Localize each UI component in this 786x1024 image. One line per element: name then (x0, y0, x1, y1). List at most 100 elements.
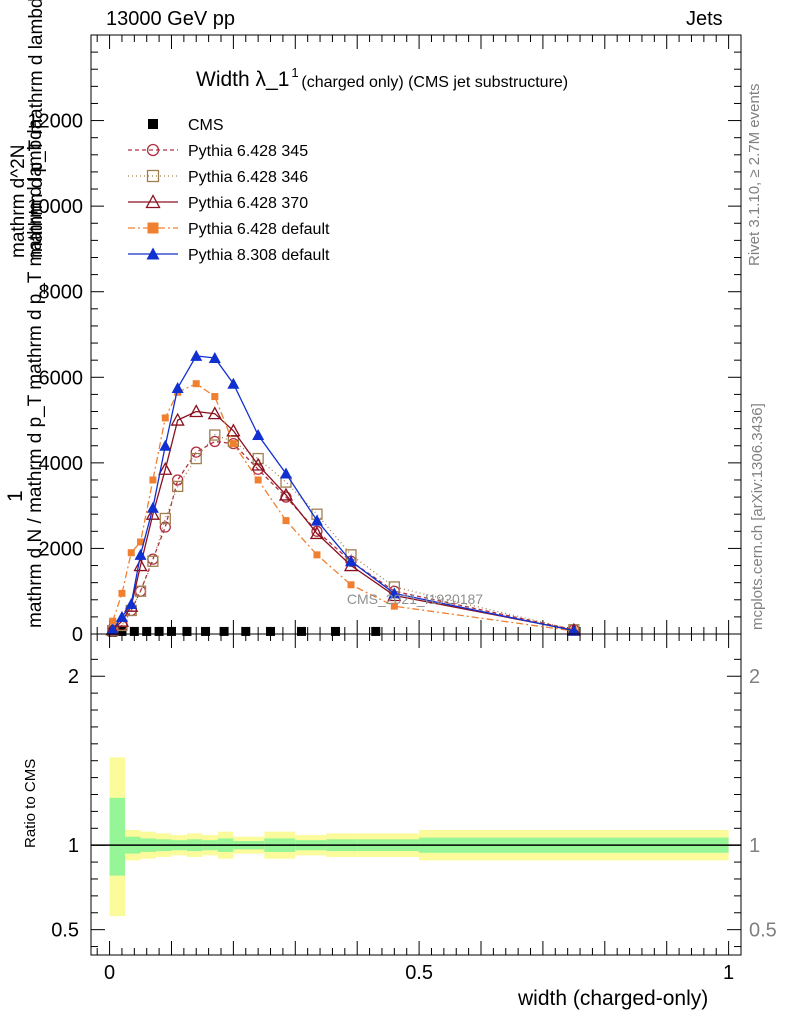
y-tick-label: 0 (72, 624, 83, 646)
x-tick-label: 1 (723, 962, 734, 984)
series-5 (106, 349, 580, 636)
data-point (133, 558, 148, 572)
legend-marker (147, 222, 159, 234)
rivet-label: Rivet 3.1.10, ≥ 2.7M events (746, 83, 763, 267)
data-point (149, 476, 157, 484)
data-point (189, 404, 204, 418)
legend-label: CMS (188, 117, 224, 134)
ratio-y-axis-label: Ratio to CMS (22, 758, 39, 848)
data-point (159, 512, 171, 525)
legend-entry: Pythia 6.428 345 (128, 143, 308, 160)
ratio-y-tick-label-right: 1 (749, 835, 760, 857)
series-2 (107, 429, 580, 637)
y-tick-label: 4000 (39, 453, 84, 475)
legend-marker (145, 194, 161, 209)
main-plot: 0 2000 4000 6000 8000 10000 12000 CMS_2021_I192… (27, 34, 742, 646)
data-point (125, 598, 138, 610)
y-tick-label: 2000 (39, 538, 84, 560)
legend-label: Pythia 8.308 default (188, 247, 330, 264)
legend-label: Pythia 6.428 346 (188, 169, 308, 186)
data-point (201, 626, 211, 636)
data-point (146, 501, 159, 513)
series-line (112, 440, 575, 632)
data-point (172, 474, 184, 486)
header-right: Jets (686, 8, 723, 30)
data-point (207, 406, 222, 420)
data-point (313, 551, 321, 559)
series-line (112, 355, 575, 632)
data-point (172, 480, 184, 493)
legend-marker (146, 169, 160, 183)
data-point (211, 393, 219, 401)
data-point (254, 476, 262, 484)
data-point (170, 412, 185, 426)
data-point (229, 440, 237, 448)
watermark: CMS_2021_I1920187 (347, 591, 483, 607)
data-point (159, 439, 172, 451)
x-tick-label: 0.5 (405, 962, 433, 984)
data-point (154, 626, 164, 636)
legend-marker (146, 247, 160, 260)
data-point (227, 377, 240, 389)
x-tick-label: 0 (104, 962, 115, 984)
data-point (159, 521, 171, 533)
data-point (166, 626, 176, 636)
legend-label: Pythia 6.428 345 (188, 143, 308, 160)
data-point (106, 623, 119, 635)
data-point (208, 352, 221, 364)
data-point (109, 617, 117, 625)
y-tick-label: 8000 (39, 282, 84, 304)
data-point (129, 626, 139, 636)
data-point (127, 549, 135, 557)
series-4 (109, 380, 578, 635)
ratio-y-tick-label: 0.5 (51, 920, 79, 942)
data-point (345, 555, 357, 567)
legend-entry: Pythia 8.308 default (128, 247, 330, 264)
data-point (171, 381, 184, 393)
data-point (567, 624, 580, 636)
data-point (241, 626, 251, 636)
legend-marker (148, 119, 158, 129)
y-tick-label: 6000 (39, 367, 84, 389)
legend-label: Pythia 6.428 default (188, 221, 330, 238)
legend-entry: Pythia 6.428 default (128, 221, 330, 238)
data-point (182, 626, 192, 636)
data-point (266, 626, 276, 636)
ratio-plot-frame (90, 633, 742, 956)
data-point (280, 467, 292, 479)
ratio-y-tick-label-right: 0.5 (749, 920, 777, 942)
data-point (117, 626, 127, 636)
y-tick-label: 12000 (27, 111, 83, 133)
chart-title-sup: 1 (291, 65, 298, 80)
ratio-band-green (109, 797, 126, 876)
ratio-plot: 0 0.5 1 0.5 0.5 1 1 2 2 (51, 633, 777, 984)
x-axis-label: width (charged-only) (518, 987, 709, 1010)
data-point (145, 506, 160, 520)
data-point (134, 585, 147, 597)
data-point (190, 446, 202, 458)
data-point (142, 626, 152, 636)
data-point (282, 517, 290, 525)
y-tick-label: 10000 (27, 196, 83, 218)
series-line (112, 434, 575, 632)
chart-title-sub: (charged only) (CMS jet substructure) (301, 74, 568, 91)
data-point (147, 555, 159, 567)
series-3 (105, 404, 581, 636)
data-point (252, 429, 265, 441)
legend-entry: Pythia 6.428 370 (128, 194, 308, 212)
data-point (278, 487, 294, 501)
data-point (219, 626, 229, 636)
data-point (296, 626, 306, 636)
data-point (331, 626, 341, 636)
data-point (388, 587, 401, 599)
series-line (112, 410, 575, 631)
series-0 (108, 626, 381, 637)
ratio-y-tick-label: 1 (68, 835, 79, 857)
header-left: 13000 GeV pp (106, 8, 235, 30)
legend-entry: CMS (148, 117, 224, 134)
chart-title: Width λ_1 1(charged only) (CMS jet substr… (196, 65, 568, 91)
data-point (390, 602, 398, 610)
ratio-y-tick-label: 2 (68, 666, 79, 688)
ratio-y-tick-label-right: 2 (749, 666, 760, 688)
